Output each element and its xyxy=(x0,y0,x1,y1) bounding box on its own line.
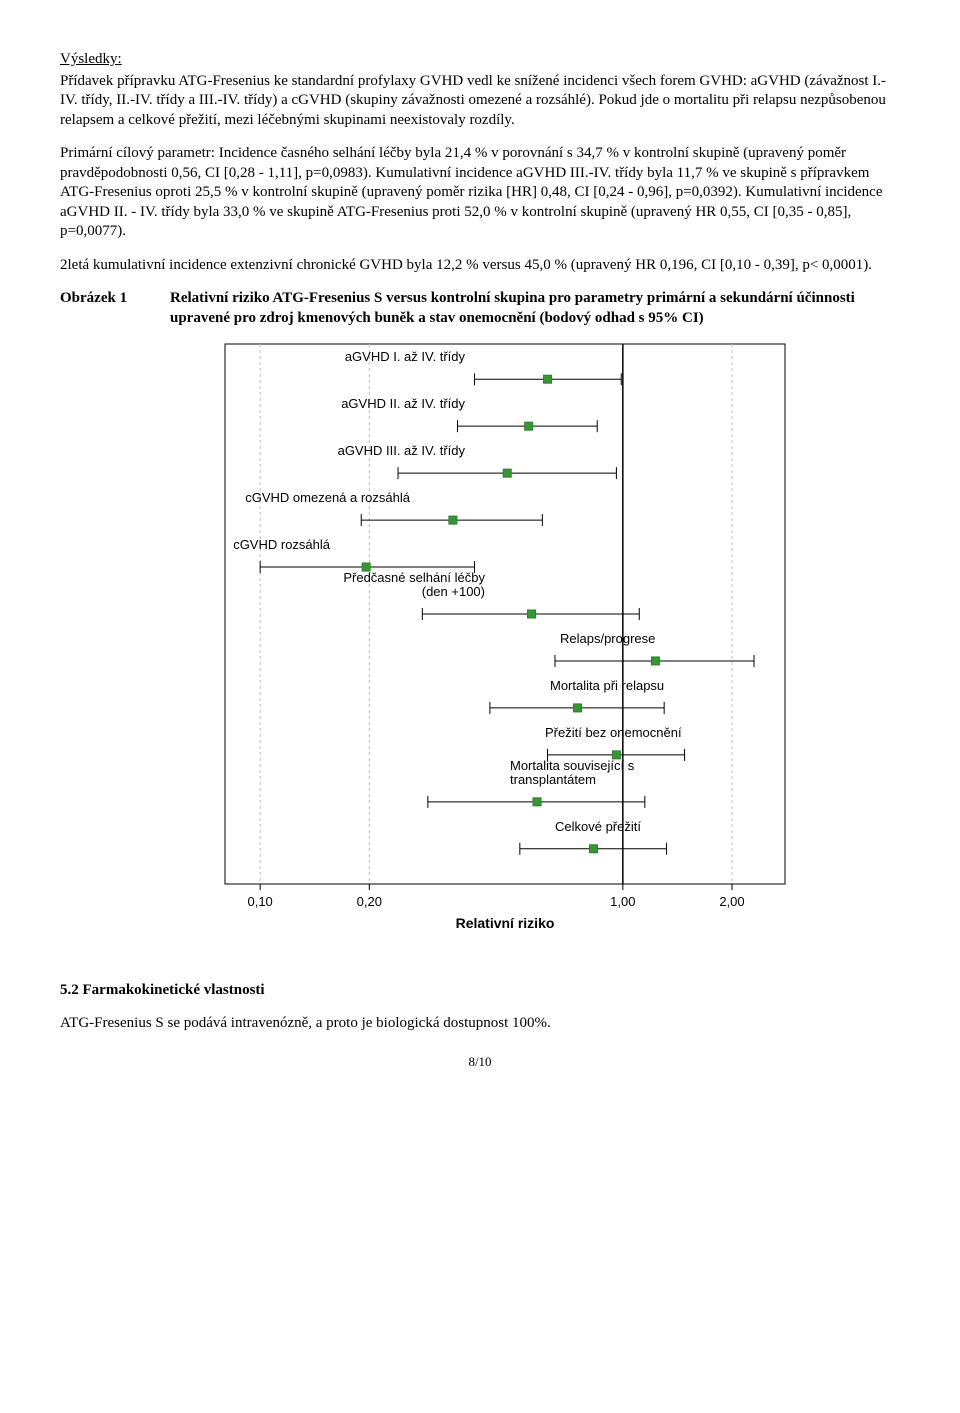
svg-text:0,10: 0,10 xyxy=(247,894,272,909)
svg-text:Mortalita při relapsu: Mortalita při relapsu xyxy=(550,678,664,693)
svg-text:aGVHD I. až IV. třídy: aGVHD I. až IV. třídy xyxy=(345,349,466,364)
svg-text:transplantátem: transplantátem xyxy=(510,772,596,787)
section-5-2-heading: 5.2 Farmakokinetické vlastnosti xyxy=(60,981,900,1001)
svg-text:cGVHD rozsáhlá: cGVHD rozsáhlá xyxy=(233,537,331,552)
figure-1-heading: Obrázek 1 Relativní riziko ATG-Fresenius… xyxy=(60,289,900,328)
paragraph-1: Přídavek přípravku ATG-Fresenius ke stan… xyxy=(60,72,900,131)
svg-text:Přežití bez onemocnění: Přežití bez onemocnění xyxy=(545,725,682,740)
results-heading: Výsledky: xyxy=(60,50,900,70)
svg-text:Předčasné selhání léčby: Předčasné selhání léčby xyxy=(343,570,485,585)
figure-1-chart: aGVHD I. až IV. třídy aGVHD II. až IV. tř… xyxy=(60,334,900,951)
svg-text:Celkové přežití: Celkové přežití xyxy=(555,819,641,834)
paragraph-2: Primární cílový parametr: Incidence časn… xyxy=(60,144,900,242)
svg-text:(den +100): (den +100) xyxy=(422,584,485,599)
svg-text:cGVHD omezená a rozsáhlá: cGVHD omezená a rozsáhlá xyxy=(245,490,411,505)
forest-plot: aGVHD I. až IV. třídy aGVHD II. až IV. tř… xyxy=(155,334,805,944)
svg-text:2,00: 2,00 xyxy=(719,894,744,909)
figure-1-label: Obrázek 1 xyxy=(60,289,170,309)
svg-text:0,20: 0,20 xyxy=(357,894,382,909)
svg-text:aGVHD III. až IV. třídy: aGVHD III. až IV. třídy xyxy=(338,443,466,458)
paragraph-4: ATG-Fresenius S se podává intravenózně, … xyxy=(60,1014,900,1034)
svg-text:Relaps/progrese: Relaps/progrese xyxy=(560,631,655,646)
paragraph-3: 2letá kumulativní incidence extenzivní c… xyxy=(60,256,900,276)
svg-text:1,00: 1,00 xyxy=(610,894,635,909)
results-heading-text: Výsledky: xyxy=(60,51,122,67)
svg-text:Relativní riziko: Relativní riziko xyxy=(456,915,555,931)
svg-text:aGVHD II. až IV. třídy: aGVHD II. až IV. třídy xyxy=(341,396,465,411)
svg-text:Mortalita související s: Mortalita související s xyxy=(510,758,635,773)
figure-1-caption: Relativní riziko ATG-Fresenius S versus … xyxy=(170,289,900,328)
page-number: 8/10 xyxy=(60,1054,900,1071)
